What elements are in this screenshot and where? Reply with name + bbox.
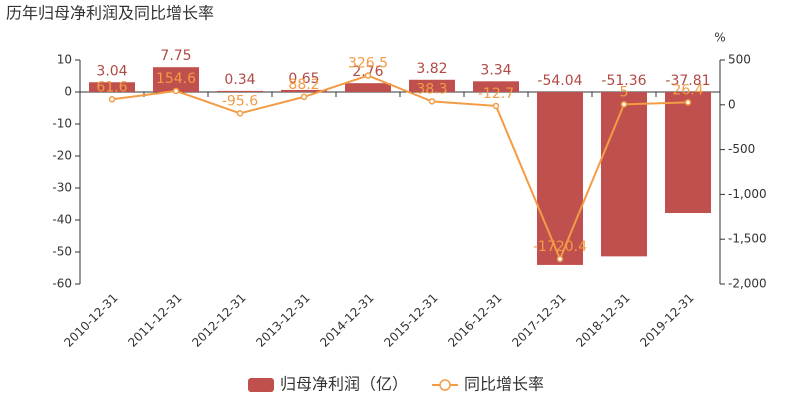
line-value-label: 88.2 xyxy=(288,77,319,93)
line-value-label: -12.7 xyxy=(478,86,514,102)
legend-swatch xyxy=(248,378,274,392)
bar xyxy=(89,82,135,92)
legend-label: 归母净利润（亿） xyxy=(280,375,408,394)
x-tick-label: 2015-12-31 xyxy=(381,291,440,350)
bar-value-label: 3.04 xyxy=(96,63,127,79)
y-tick-label: -60 xyxy=(52,277,72,291)
legend-item: 同比增长率 xyxy=(432,375,544,394)
x-tick-label: 2013-12-31 xyxy=(253,291,312,350)
x-tick-label: 2018-12-31 xyxy=(573,291,632,350)
line-value-label: 5 xyxy=(620,84,629,100)
y-tick-label: -40 xyxy=(52,213,72,227)
bar xyxy=(345,83,391,92)
line-point xyxy=(556,255,564,263)
chart-title: 历年归母净利润及同比增长率 xyxy=(6,4,214,23)
x-tick-label: 2010-12-31 xyxy=(61,291,120,350)
line-point xyxy=(236,110,244,117)
line-point xyxy=(492,102,500,110)
line-value-label: 38.3 xyxy=(416,81,447,97)
line-value-label: 26.4 xyxy=(672,82,703,98)
bar xyxy=(281,89,327,92)
bar-value-label: -54.04 xyxy=(537,73,582,89)
legend-item: 归母净利润（亿） xyxy=(248,375,408,394)
bar-value-label: -37.81 xyxy=(665,73,710,89)
line-point xyxy=(428,98,436,105)
x-tick-label: 2011-12-31 xyxy=(125,291,184,350)
bar xyxy=(601,92,647,257)
y2-tick-label: -2,000 xyxy=(728,277,767,291)
y-tick-label: -20 xyxy=(52,149,72,163)
line-value-label: 326.5 xyxy=(348,56,388,72)
x-tick-label: 2017-12-31 xyxy=(509,291,568,350)
line-value-label: 154.6 xyxy=(156,71,196,87)
bar-value-label: 0.34 xyxy=(224,72,255,88)
y2-tick-label: -1,000 xyxy=(728,187,767,201)
line-point xyxy=(172,87,180,95)
legend-label: 同比增长率 xyxy=(464,375,544,394)
y2-tick-label: -1,500 xyxy=(728,232,767,246)
y2-tick-label: -500 xyxy=(728,142,755,156)
bar-value-label: 2.76 xyxy=(352,64,383,80)
y-tick-label: -50 xyxy=(52,245,72,259)
bar xyxy=(537,92,583,265)
line xyxy=(111,74,689,262)
y-tick-label: -30 xyxy=(52,181,72,195)
line-point xyxy=(364,72,372,79)
y-tick-label: 0 xyxy=(64,85,72,99)
bar-value-label: 3.34 xyxy=(480,62,511,78)
bar-value-label: -51.36 xyxy=(601,73,646,89)
x-tick-label: 2016-12-31 xyxy=(445,291,504,350)
bar-value-label: 3.82 xyxy=(416,61,447,77)
y-tick-label: -10 xyxy=(52,117,72,131)
y2-tick-label: 500 xyxy=(728,53,751,67)
line-point xyxy=(620,101,628,108)
line-point xyxy=(684,99,692,106)
legend-swatch-point xyxy=(439,379,451,391)
line-value-label: -1720.4 xyxy=(533,239,587,255)
bar-value-label: 7.75 xyxy=(160,48,191,64)
bar xyxy=(217,90,263,92)
x-tick-label: 2012-12-31 xyxy=(189,291,248,350)
line-point xyxy=(108,96,116,103)
y2-axis-label: % xyxy=(714,31,725,45)
line-point xyxy=(300,93,308,101)
y2-tick-label: 0 xyxy=(728,97,736,111)
bar xyxy=(409,79,455,92)
x-tick-label: 2019-12-31 xyxy=(637,291,696,350)
line-value-label: 61.6 xyxy=(96,79,127,95)
line-value-label: -95.6 xyxy=(222,93,258,109)
bar xyxy=(665,92,711,213)
bar-value-label: 0.65 xyxy=(288,71,319,87)
y-tick-label: 10 xyxy=(57,53,72,67)
x-tick-label: 2014-12-31 xyxy=(317,291,376,350)
bar xyxy=(473,81,519,92)
